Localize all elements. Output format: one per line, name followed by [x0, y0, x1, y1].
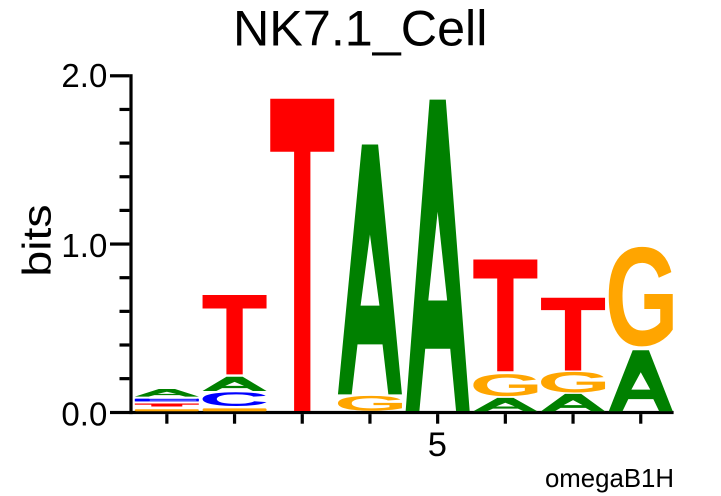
- svg-text:NK7.1_Cell: NK7.1_Cell: [233, 0, 487, 56]
- svg-text:5: 5: [428, 426, 447, 464]
- svg-text:omegaB1H: omegaB1H: [545, 465, 674, 493]
- svg-text:0.0: 0.0: [61, 395, 107, 432]
- svg-text:bits: bits: [15, 204, 59, 276]
- svg-text:2.0: 2.0: [61, 57, 107, 94]
- svg-text:1.0: 1.0: [61, 227, 107, 264]
